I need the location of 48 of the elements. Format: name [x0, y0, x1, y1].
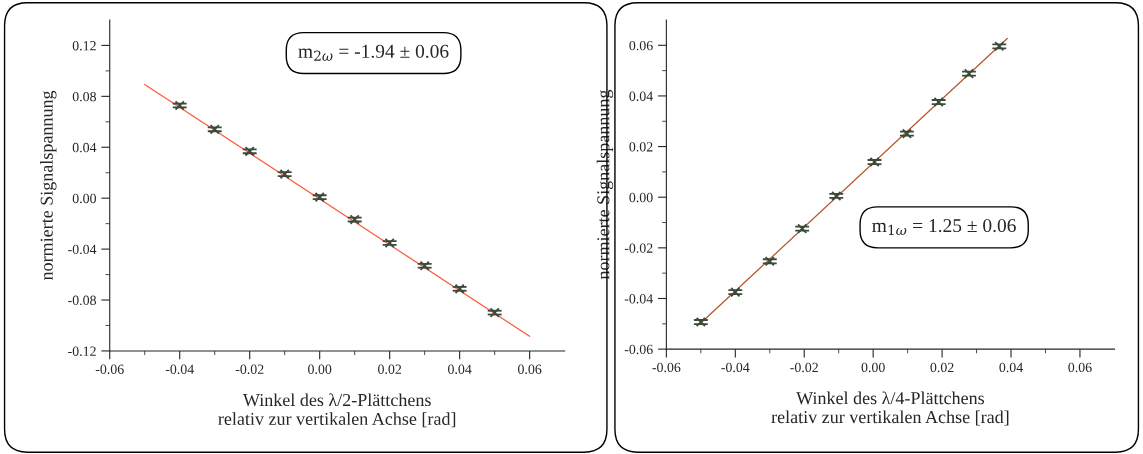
y-tick-label: 0.02	[629, 142, 653, 152]
x-tick-label: 0.06	[518, 364, 542, 374]
x-tick-label: 0.00	[861, 362, 885, 373]
point	[349, 214, 360, 225]
y-tick-label: 0.04	[629, 91, 653, 101]
y-tick-label: -0.12	[68, 346, 96, 356]
y-tick-label: -0.08	[68, 295, 96, 306]
annotation: m$_{2ω}$ = -1.94 ± 0.06	[298, 44, 449, 61]
point	[209, 124, 220, 135]
point	[279, 169, 290, 180]
y-tick-label: 0.00	[72, 193, 96, 204]
x-tick-label: 0.00	[308, 364, 332, 374]
point	[764, 256, 775, 267]
y-tick-label: 0.00	[629, 192, 653, 203]
y-axis-title: normierte Signalspannung	[596, 89, 614, 280]
x-tick-label: 0.02	[378, 364, 402, 374]
y-tick-label: 0.06	[629, 40, 653, 51]
point	[797, 223, 808, 234]
x-tick-label: 0.06	[1068, 362, 1092, 373]
x-tick-label: -0.06	[95, 364, 124, 374]
y-axis-title: normierte Signalspannung	[40, 90, 57, 281]
x-tick-label: 0.04	[999, 362, 1023, 373]
x-tick-label: -0.02	[790, 362, 818, 373]
point	[994, 41, 1005, 52]
point	[730, 287, 741, 298]
point	[384, 237, 395, 249]
point	[314, 192, 325, 203]
x-axis-title: Winkel des λ/4-Plättchens relativ zur vertikalen Achse [rad]	[771, 391, 1009, 426]
y-tick-label: -0.04	[624, 294, 653, 304]
y-tick-label: -0.02	[624, 243, 653, 253]
annotation: m$_{1ω}$ = 1.25 ± 0.06	[872, 218, 1016, 235]
point	[695, 316, 706, 328]
y-tick-label: 0.08	[72, 91, 96, 102]
x-axis-title: Winkel des λ/2-Plättchens relativ zur vertikalen Achse [rad]	[218, 393, 456, 428]
x-tick-label: -0.02	[235, 364, 264, 374]
y-tick-label: 0.04	[72, 142, 97, 153]
x-tick-label: 0.02	[930, 362, 954, 373]
point	[831, 190, 842, 202]
x-tick-label: -0.06	[652, 362, 681, 373]
y-tick-label: -0.06	[624, 344, 653, 355]
y-tick-label: -0.04	[68, 244, 97, 255]
point	[244, 146, 255, 157]
x-tick-label: -0.04	[165, 364, 194, 374]
x-tick-label: 0.04	[448, 364, 472, 374]
point	[869, 156, 880, 168]
point	[933, 96, 944, 108]
x-tick-label: -0.04	[721, 362, 750, 373]
y-tick-label: 0.12	[72, 41, 96, 51]
